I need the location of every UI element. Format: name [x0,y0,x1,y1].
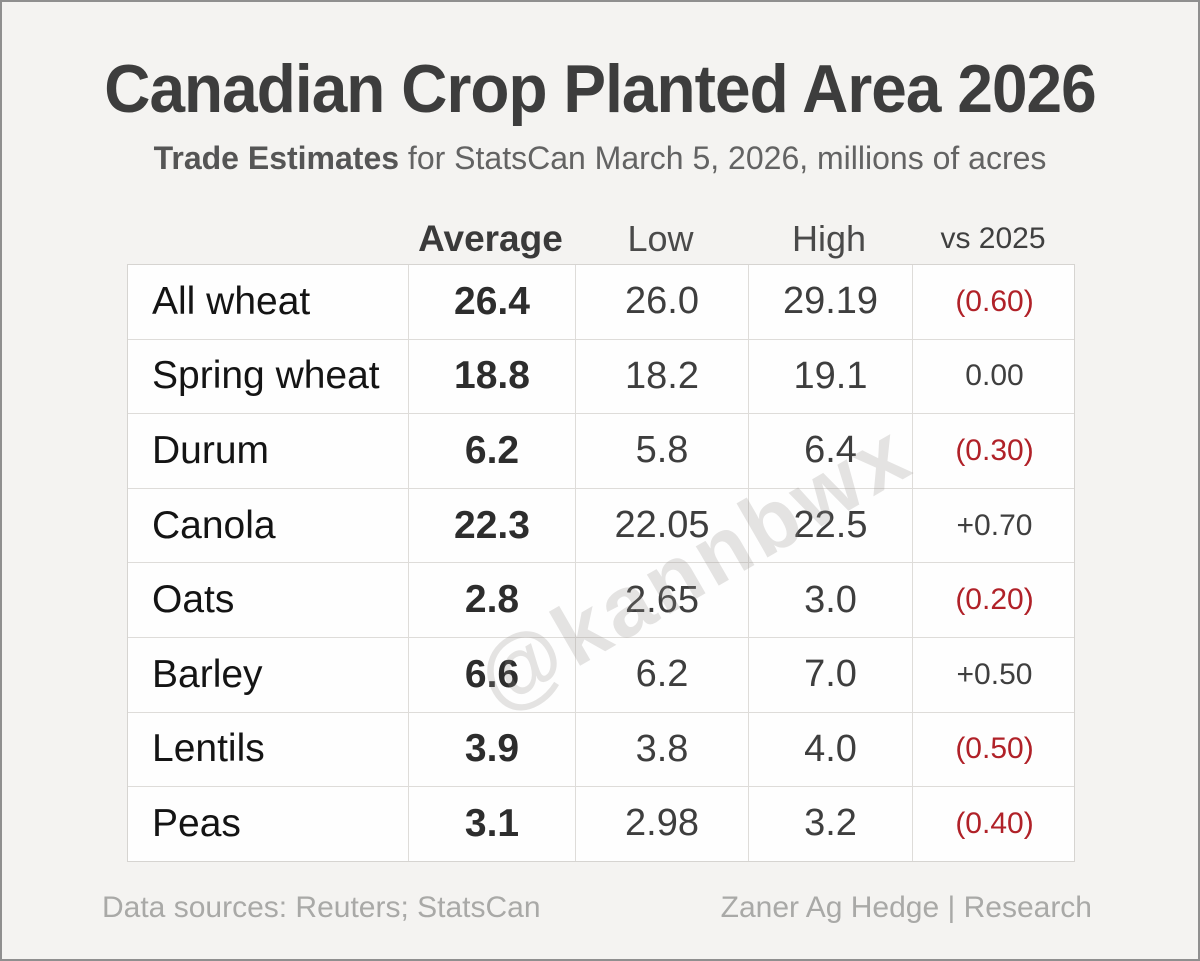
high-value: 22.5 [748,488,912,563]
high-value: 19.1 [748,339,912,414]
vs-2025-value: 0.00 [912,339,1076,414]
crop-name: Spring wheat [152,354,380,398]
footer-brand: Zaner Ag Hedge | Research [720,891,1092,924]
low-value: 5.8 [575,414,748,488]
high-value: 6.4 [748,414,912,488]
crop-name: Lentils [152,727,265,771]
low-value: 3.8 [575,712,748,787]
page-subtitle: Trade Estimates for StatsCan March 5, 20… [2,140,1198,177]
vs-2025-value: +0.70 [912,488,1076,563]
average-value: 3.9 [408,712,575,787]
low-value: 26.0 [575,265,748,339]
table-row: Peas 3.1 2.98 3.2 (0.40) [128,786,1074,861]
low-value: 2.98 [575,787,748,861]
estimates-table: All wheat 26.4 26.0 29.19 (0.60) Spring … [127,264,1075,862]
low-value: 22.05 [575,488,748,563]
table-row: Oats 2.8 2.65 3.0 (0.20) [128,562,1074,637]
table-row: Canola 22.3 22.05 22.5 +0.70 [128,487,1076,563]
low-value: 2.65 [575,563,748,637]
crop-name: All wheat [152,279,311,323]
low-value: 6.2 [575,637,748,712]
average-value: 3.1 [408,787,575,861]
crop-name: Durum [152,428,270,472]
subtitle-rest: for StatsCan March 5, 2026, millions of … [399,140,1047,176]
high-value: 29.19 [748,265,912,339]
table-row: Barley 6.6 6.2 7.0 +0.50 [128,636,1076,712]
table-row: All wheat 26.4 26.0 29.19 (0.60) [128,265,1074,339]
vs-2025-value: (0.60) [912,265,1076,339]
crop-name: Barley [152,652,263,696]
column-header-high: High [791,218,867,259]
column-header-vs-2025: vs 2025 [940,222,1046,255]
average-value: 2.8 [408,563,575,637]
table-row: Lentils 3.9 3.8 4.0 (0.50) [128,711,1076,787]
vs-2025-value: (0.30) [912,414,1076,488]
subtitle-emphasis: Trade Estimates [153,140,400,176]
crop-name: Canola [152,503,276,547]
average-value: 6.6 [408,637,575,712]
crop-name: Peas [152,801,241,845]
average-value: 22.3 [408,488,575,563]
table-row: Durum 6.2 5.8 6.4 (0.30) [128,413,1074,488]
high-value: 7.0 [748,637,912,712]
page-title: Canadian Crop Planted Area 2026 [104,51,1096,127]
average-value: 6.2 [408,414,575,488]
crop-name: Oats [152,578,235,622]
vs-2025-value: (0.40) [912,787,1076,861]
column-header-low: Low [627,218,694,259]
footer-sources: Data sources: Reuters; StatsCan [102,891,541,924]
table-row: Spring wheat 18.8 18.2 19.1 0.00 [128,338,1076,414]
high-value: 3.2 [748,787,912,861]
vs-2025-value: +0.50 [912,637,1076,712]
low-value: 18.2 [575,339,748,414]
average-value: 26.4 [408,265,575,339]
vs-2025-value: (0.20) [912,563,1076,637]
average-value: 18.8 [408,339,575,414]
high-value: 3.0 [748,563,912,637]
table-header-row: Average Low High vs 2025 [127,215,1075,263]
footer: Data sources: Reuters; StatsCan Zaner Ag… [102,891,1092,925]
vs-2025-value: (0.50) [912,712,1076,787]
high-value: 4.0 [748,712,912,787]
column-header-average: Average [418,218,563,259]
